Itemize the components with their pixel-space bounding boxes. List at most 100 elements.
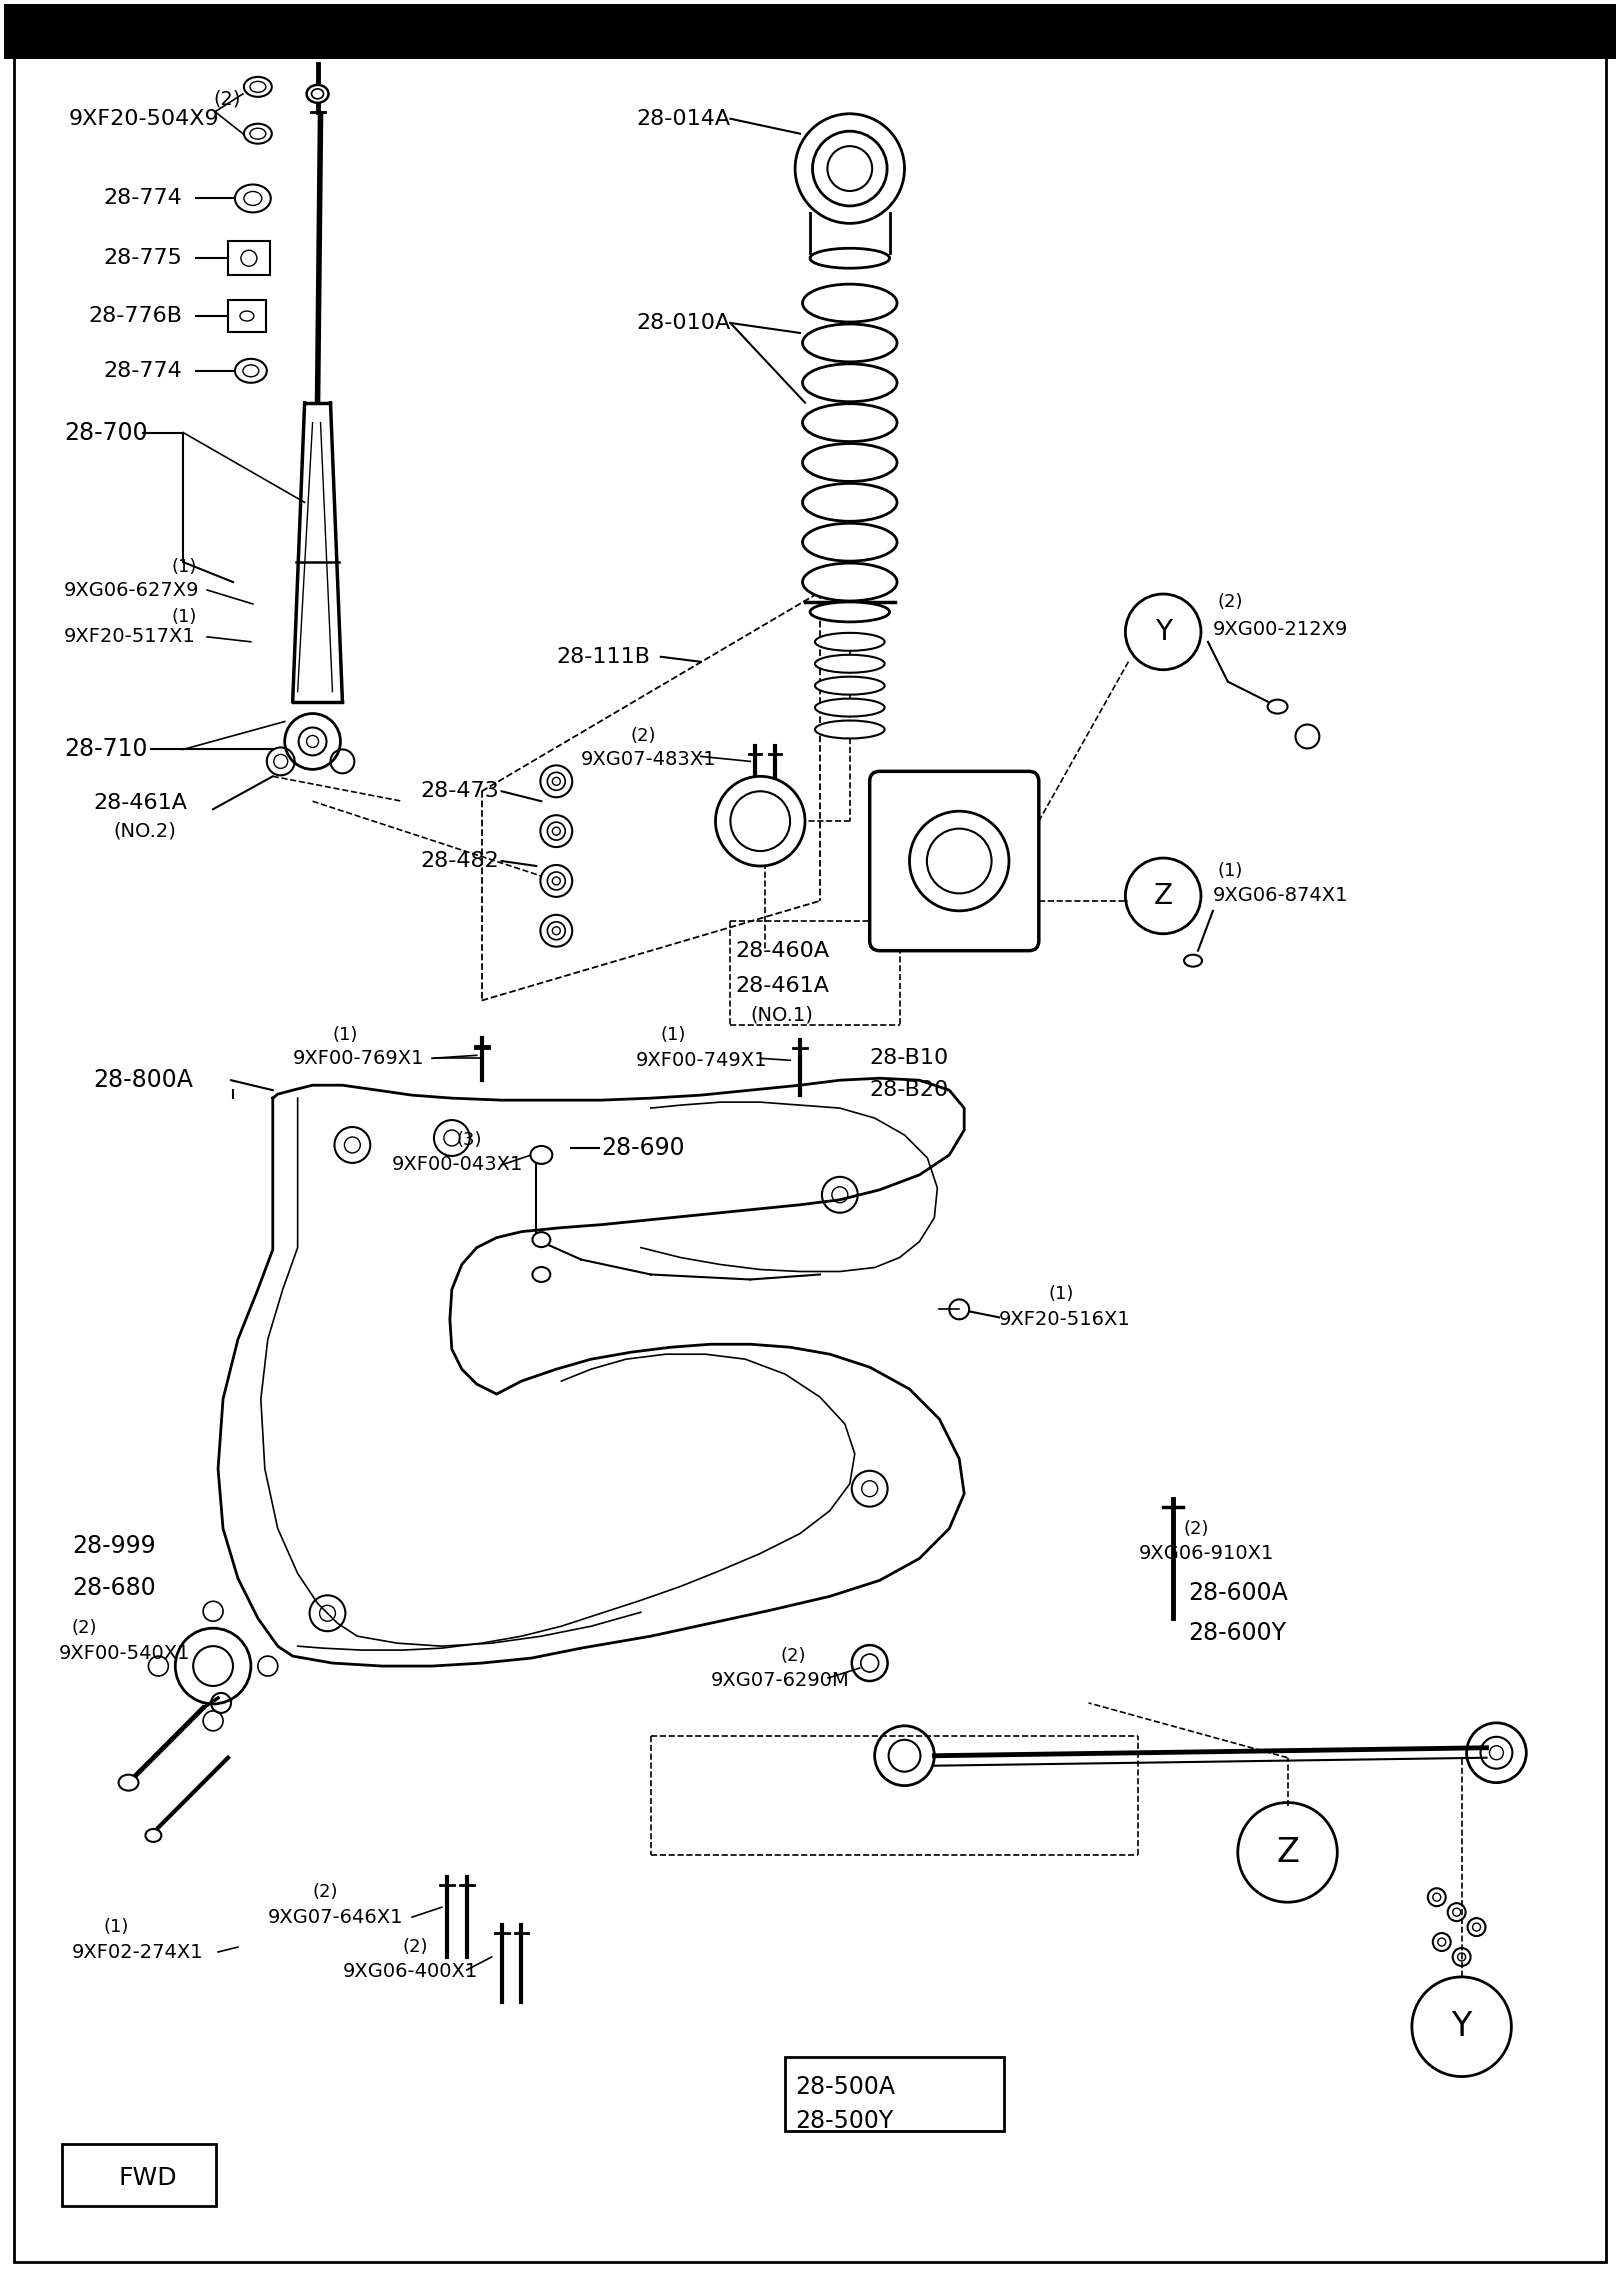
Text: 9XF00-043X1: 9XF00-043X1 [392, 1156, 523, 1174]
Text: Y: Y [1155, 617, 1171, 646]
Text: Z: Z [1277, 1837, 1299, 1869]
Ellipse shape [235, 184, 271, 212]
Text: 9XG06-400X1: 9XG06-400X1 [342, 1962, 478, 1982]
Ellipse shape [530, 1147, 552, 1163]
Text: 28-500A: 28-500A [795, 2073, 896, 2098]
Ellipse shape [815, 699, 885, 717]
Text: (1): (1) [1218, 863, 1243, 881]
Ellipse shape [548, 922, 565, 940]
Text: (2): (2) [1218, 594, 1244, 610]
Ellipse shape [548, 872, 565, 890]
Bar [228, 300, 266, 332]
Text: 28-461A: 28-461A [94, 794, 188, 813]
Text: (NO.2): (NO.2) [113, 822, 177, 840]
Text: 28-774: 28-774 [104, 362, 183, 380]
Text: 9XG07-483X1: 9XG07-483X1 [582, 749, 716, 769]
Text: 28-461A: 28-461A [735, 976, 829, 995]
Text: 9XG07-646X1: 9XG07-646X1 [267, 1907, 403, 1928]
Text: (2): (2) [630, 728, 656, 747]
Text: 28-999: 28-999 [71, 1534, 156, 1559]
Ellipse shape [815, 721, 885, 737]
Text: 9XF20-517X1: 9XF20-517X1 [63, 628, 196, 646]
Text: (1): (1) [1048, 1286, 1074, 1304]
Ellipse shape [235, 360, 267, 382]
Text: (1): (1) [332, 1026, 358, 1045]
Ellipse shape [552, 826, 561, 835]
Text: 9XG06-910X1: 9XG06-910X1 [1139, 1543, 1273, 1564]
Ellipse shape [716, 776, 805, 865]
Ellipse shape [810, 248, 889, 269]
Ellipse shape [1184, 954, 1202, 967]
Text: 28-700: 28-700 [63, 421, 147, 444]
Ellipse shape [815, 633, 885, 651]
Ellipse shape [802, 284, 897, 321]
Text: Z: Z [1153, 881, 1173, 910]
Ellipse shape [146, 1830, 162, 1841]
Text: 28-775: 28-775 [104, 248, 183, 269]
Text: (2): (2) [781, 1648, 805, 1666]
Ellipse shape [1267, 699, 1288, 715]
Text: FWD: FWD [118, 2167, 177, 2190]
Ellipse shape [240, 312, 254, 321]
Ellipse shape [306, 84, 329, 102]
Bar [786, 2058, 1004, 2130]
Ellipse shape [548, 772, 565, 790]
Text: (3): (3) [457, 1131, 483, 1149]
Ellipse shape [541, 765, 572, 797]
Ellipse shape [802, 403, 897, 442]
Text: 28-473: 28-473 [420, 781, 499, 801]
Text: (1): (1) [104, 1919, 130, 1937]
FancyBboxPatch shape [62, 2144, 215, 2205]
Text: 28-500Y: 28-500Y [795, 2110, 893, 2133]
Ellipse shape [813, 132, 888, 205]
Text: 28-600A: 28-600A [1187, 1582, 1288, 1605]
Ellipse shape [810, 601, 889, 621]
FancyBboxPatch shape [870, 772, 1038, 951]
Ellipse shape [548, 822, 565, 840]
Text: (2): (2) [402, 1939, 428, 1955]
Ellipse shape [311, 89, 324, 98]
Ellipse shape [245, 123, 272, 143]
Ellipse shape [243, 364, 259, 378]
Text: 9XG06-627X9: 9XG06-627X9 [63, 580, 199, 599]
Text: 28-111B: 28-111B [556, 646, 650, 667]
Ellipse shape [802, 444, 897, 483]
Ellipse shape [815, 676, 885, 694]
Text: 9XF00-540X1: 9XF00-540X1 [58, 1643, 191, 1661]
Ellipse shape [731, 792, 791, 851]
Ellipse shape [802, 483, 897, 521]
Ellipse shape [815, 655, 885, 674]
Ellipse shape [541, 865, 572, 897]
Ellipse shape [249, 127, 266, 139]
Text: 28-800A: 28-800A [94, 1067, 193, 1092]
Text: 28-600Y: 28-600Y [1187, 1621, 1286, 1646]
Text: 28-010A: 28-010A [637, 314, 731, 332]
Bar [228, 241, 271, 275]
Ellipse shape [533, 1231, 551, 1247]
Text: (1): (1) [172, 608, 196, 626]
Bar [5, 5, 1615, 59]
Ellipse shape [533, 1268, 551, 1281]
Text: 28-460A: 28-460A [735, 940, 829, 960]
Text: 28-680: 28-680 [71, 1577, 156, 1600]
Text: 28-710: 28-710 [63, 737, 147, 762]
Ellipse shape [552, 926, 561, 935]
Text: 28-774: 28-774 [104, 189, 183, 209]
Ellipse shape [909, 810, 1009, 910]
Text: (2): (2) [1183, 1520, 1209, 1539]
Text: Y: Y [1452, 2010, 1471, 2044]
Text: (2): (2) [214, 89, 241, 109]
Ellipse shape [927, 828, 991, 894]
Ellipse shape [245, 191, 262, 205]
Text: 9XF20-516X1: 9XF20-516X1 [1000, 1309, 1131, 1329]
Text: 28-776B: 28-776B [89, 305, 183, 325]
Ellipse shape [828, 146, 872, 191]
Text: 9XF20-504X9: 9XF20-504X9 [68, 109, 219, 130]
Text: (1): (1) [172, 558, 196, 576]
Polygon shape [293, 403, 342, 701]
Ellipse shape [541, 815, 572, 847]
Ellipse shape [245, 77, 272, 98]
Text: 9XG06-874X1: 9XG06-874X1 [1213, 885, 1348, 906]
Ellipse shape [802, 562, 897, 601]
Ellipse shape [552, 778, 561, 785]
